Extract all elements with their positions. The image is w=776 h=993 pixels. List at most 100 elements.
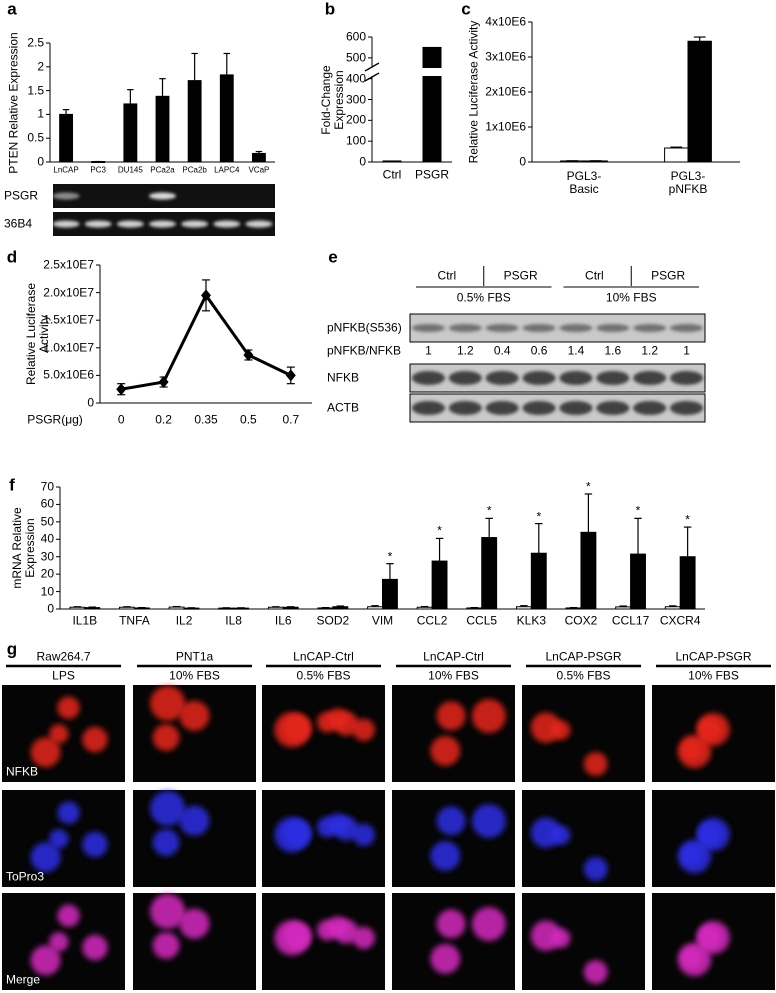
y-axis-label: PTEN Relative Expression <box>6 31 21 174</box>
column-condition-label: LPS <box>52 668 75 683</box>
cell <box>436 909 466 939</box>
y-tick-label: 200 <box>345 112 366 127</box>
treatment-label: Ctrl <box>585 268 604 283</box>
x-tick-label: KLK3 <box>516 613 547 628</box>
error-bar <box>535 522 543 554</box>
treatment-label: PSGR <box>651 268 686 283</box>
x-tick-label: PGL3- pNFKB <box>668 168 708 196</box>
cell <box>430 840 461 871</box>
x-tick-label: LAPC4 <box>214 165 240 175</box>
y-tick-label: 5.0x10E6 <box>43 367 94 382</box>
error-bar <box>336 605 345 607</box>
y-tick-label: 1.5x10E7 <box>43 312 94 327</box>
y-tick-label: 100 <box>345 133 366 148</box>
bar <box>267 606 284 610</box>
error-bar <box>634 517 642 555</box>
error-bar <box>520 605 528 607</box>
bar <box>155 95 170 163</box>
blot-band <box>669 324 704 332</box>
error-bar <box>683 526 692 557</box>
cell <box>82 934 108 961</box>
y-tick-label: 0 <box>47 601 54 616</box>
cell <box>471 907 506 941</box>
cell <box>317 919 338 941</box>
y-axis-label: Fold-Change Expression <box>318 64 346 135</box>
blot-band <box>559 371 593 385</box>
blot-band <box>522 371 556 385</box>
cell <box>317 816 338 838</box>
error-bar <box>172 605 181 608</box>
y-tick-label: 2x10E6 <box>485 84 526 99</box>
x-tick-label: CCL2 <box>416 613 448 628</box>
y-tick-label: 2.5x10E7 <box>43 257 94 272</box>
cell <box>82 726 108 753</box>
row-label: NFKB <box>6 764 39 779</box>
blot-band <box>411 371 446 385</box>
y-tick-label: 3x10E6 <box>485 49 526 64</box>
bar <box>367 606 384 610</box>
blot-band <box>411 324 446 332</box>
cell <box>677 734 712 769</box>
x-tick-label: PCa2b <box>182 165 207 175</box>
y-tick-label: 10 <box>40 583 54 598</box>
gel-band <box>181 220 209 228</box>
x-tick-label: 0.2 <box>155 412 172 427</box>
column-condition-label: 0.5% FBS <box>296 668 351 683</box>
bar <box>679 556 696 610</box>
y-tick-label: 0 <box>37 154 44 169</box>
x-tick-label: 0.5 <box>240 412 257 427</box>
panel-label: g <box>6 639 18 659</box>
error-bar <box>286 606 295 608</box>
column-cell-label: LnCAP-PSGR <box>675 649 752 664</box>
y-tick-label: 1x10E6 <box>485 119 526 134</box>
x-tick-label: CCL5 <box>466 613 498 628</box>
column-condition-label: 10% FBS <box>688 668 739 683</box>
bar <box>252 152 266 163</box>
x-tick-label: SOD2 <box>316 613 350 628</box>
axis-break <box>364 72 380 82</box>
gel-band <box>213 220 241 228</box>
row-label: ToPro3 <box>6 869 45 884</box>
y-tick-label: 0 <box>519 154 526 169</box>
error-bar <box>88 606 96 608</box>
y-tick-label: 0 <box>359 154 366 169</box>
blot-row-label: ACTB <box>327 400 360 415</box>
bar <box>69 606 86 610</box>
column-cell-label: PNT1a <box>175 649 214 664</box>
error-bar <box>255 150 263 154</box>
cell <box>583 857 608 881</box>
panel-label: a <box>7 0 17 19</box>
x-tick-label: IL2 <box>175 613 193 628</box>
micrograph <box>392 790 515 887</box>
cell <box>152 829 180 856</box>
bar <box>615 606 632 610</box>
cell <box>698 823 721 846</box>
axis-break-gap <box>364 68 452 76</box>
bar <box>580 531 597 610</box>
significance-marker: * <box>486 503 492 518</box>
error-bar <box>73 606 82 608</box>
cell <box>333 816 359 841</box>
bar <box>123 103 138 163</box>
column-condition-label: 10% FBS <box>428 668 479 683</box>
x-tick-label: TNFA <box>119 613 150 628</box>
error-bar <box>420 605 429 608</box>
blot-band <box>559 324 593 332</box>
blot-band <box>485 371 519 385</box>
cell <box>530 712 562 743</box>
blot-band <box>522 324 556 332</box>
ratio-value: 1.2 <box>456 343 474 358</box>
blot-band <box>596 371 630 385</box>
bar <box>84 607 101 610</box>
x-tick-label: DU145 <box>117 165 143 175</box>
bar <box>219 74 234 163</box>
cell <box>283 714 312 743</box>
cell <box>530 920 562 951</box>
column-cell-label: LnCAP-PSGR <box>545 649 622 664</box>
cell <box>49 932 69 952</box>
x-tick-label: VIM <box>371 613 394 628</box>
column-condition-label: 0.5% FBS <box>556 668 611 683</box>
marker <box>285 369 296 382</box>
